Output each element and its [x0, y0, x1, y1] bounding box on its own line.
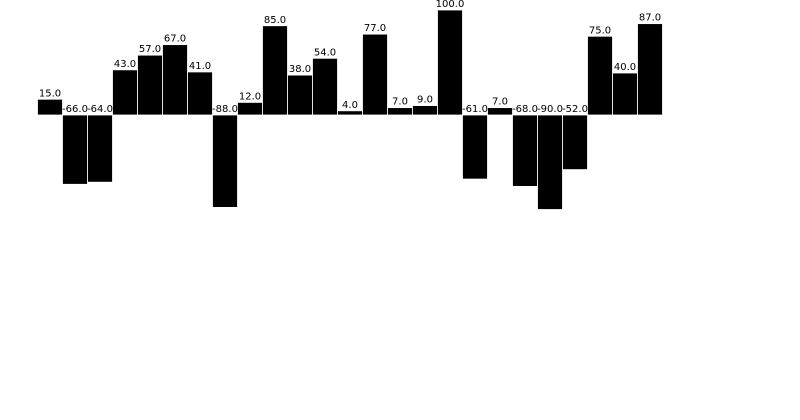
bar-11 [312, 57, 338, 116]
bar-4 [137, 54, 163, 116]
bar-label-4: 57.0 [139, 44, 161, 55]
bar-labels-group: 15.0-66.0 -64.0 43.057.067.0 41.0 -88.012.0 8… [39, 0, 661, 115]
bar-label-8: 12.0 [239, 91, 261, 102]
bar-21 [562, 114, 588, 170]
bar-18 [487, 107, 513, 116]
bar-24 [637, 23, 663, 116]
bar-label-19: -68.0 [512, 104, 538, 115]
bar-label-11: 54.0 [314, 47, 336, 58]
bar-16 [437, 9, 463, 116]
bar-22 [587, 35, 613, 116]
bar-label-12: 4.0 [342, 100, 358, 111]
bar-label-10: 38.0 [289, 64, 311, 75]
bar-label-15: 9.0 [417, 95, 433, 106]
bar-9 [262, 25, 288, 116]
bar-label-14: 7.0 [392, 97, 408, 108]
bar-label-17: -61.0 [462, 104, 488, 115]
bar-label-3: 43.0 [114, 59, 136, 70]
bar-label-23: 40.0 [614, 62, 636, 73]
bar-label-24: 87.0 [639, 13, 661, 24]
bar-17 [462, 114, 488, 180]
bar-6 [187, 71, 213, 116]
bar-label-2: -64.0 [87, 104, 113, 115]
bar-label-1: -66.0 [62, 104, 88, 115]
bar-15 [412, 105, 438, 116]
bars-group [37, 9, 663, 210]
bar-1 [62, 114, 88, 185]
bar-2 [87, 114, 113, 183]
bar-label-5: 67.0 [164, 34, 186, 45]
bar-label-9: 85.0 [264, 15, 286, 26]
bar-10 [287, 74, 313, 116]
bar-label-20: -90.0 [537, 104, 563, 115]
bar-label-0: 15.0 [39, 88, 61, 99]
bar-label-21: -52.0 [562, 104, 588, 115]
bar-7 [212, 114, 238, 208]
bar-label-18: 7.0 [492, 97, 508, 108]
bar-label-22: 75.0 [589, 25, 611, 36]
bar-label-13: 77.0 [364, 23, 386, 34]
bar-5 [162, 44, 188, 116]
bar-label-7: -88.0 [212, 104, 238, 115]
bar-14 [387, 107, 413, 116]
bar-label-6: 41.0 [189, 61, 211, 72]
bar-3 [112, 69, 138, 116]
bar-8 [237, 102, 263, 116]
bar-label-16: 100.0 [436, 0, 465, 10]
bar-23 [612, 72, 638, 116]
bar-20 [537, 114, 563, 210]
bar-13 [362, 33, 388, 116]
bar-19 [512, 114, 538, 187]
bar-0 [37, 98, 63, 116]
bar-12 [337, 110, 363, 116]
